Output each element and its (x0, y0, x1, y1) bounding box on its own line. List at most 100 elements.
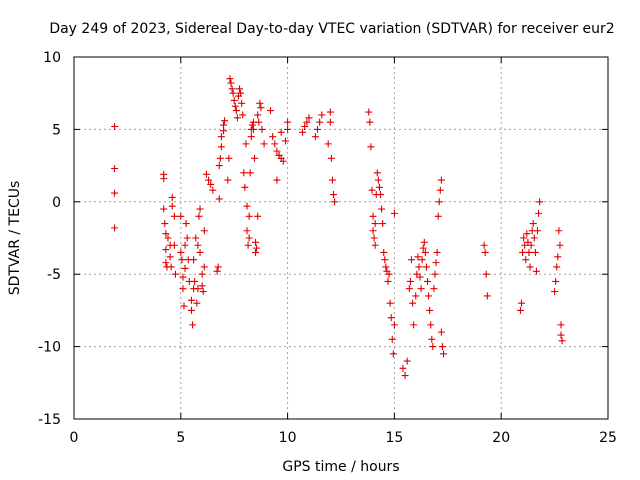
data-point (437, 176, 445, 184)
data-point (260, 140, 268, 148)
data-point (205, 176, 213, 184)
data-point (407, 256, 415, 264)
data-point (523, 230, 531, 238)
data-point (417, 285, 425, 293)
data-point (273, 147, 281, 155)
data-point (215, 162, 223, 170)
data-point (192, 234, 200, 242)
data-point (534, 227, 542, 235)
data-point (522, 256, 530, 264)
x-tick-label: 5 (176, 430, 185, 446)
data-point (226, 75, 234, 83)
data-point (232, 107, 240, 115)
data-point (318, 111, 326, 119)
y-tick-label: 10 (43, 50, 61, 66)
data-point (406, 277, 414, 285)
data-point (378, 205, 386, 213)
data-point (388, 335, 396, 343)
data-point (326, 108, 334, 116)
data-point (284, 118, 292, 126)
x-tick-label: 0 (70, 430, 79, 446)
data-point (432, 259, 440, 267)
data-point (250, 154, 258, 162)
data-point (170, 241, 178, 249)
data-point (194, 285, 202, 293)
data-point (198, 270, 206, 278)
data-point (551, 288, 559, 296)
data-point (275, 151, 283, 159)
data-point (254, 212, 262, 220)
data-point (371, 220, 379, 228)
data-point (213, 267, 221, 275)
data-point (526, 263, 534, 271)
data-point (229, 89, 237, 97)
data-point (160, 205, 168, 213)
data-point (284, 125, 292, 133)
data-point (216, 154, 224, 162)
data-point (416, 273, 424, 281)
data-point (217, 143, 225, 151)
data-point (433, 248, 441, 256)
data-point (161, 220, 169, 228)
data-point (438, 343, 446, 351)
data-point (384, 277, 392, 285)
data-points (111, 75, 566, 380)
data-point (377, 191, 385, 199)
data-point (252, 248, 260, 256)
data-point (177, 212, 185, 220)
data-point (520, 234, 528, 242)
data-point (413, 270, 421, 278)
data-point (519, 248, 527, 256)
data-point (375, 183, 383, 191)
y-tick-label: -10 (38, 340, 61, 356)
data-point (421, 248, 429, 256)
plot-frame (73, 56, 609, 420)
data-point (237, 89, 245, 97)
data-point (228, 85, 236, 93)
data-point (535, 209, 543, 217)
data-point (171, 270, 179, 278)
y-tick-label: 5 (52, 122, 61, 138)
data-point (236, 85, 244, 93)
data-point (426, 306, 434, 314)
data-point (305, 114, 313, 122)
data-point (483, 292, 491, 300)
data-point (111, 164, 119, 172)
chart-title: Day 249 of 2023, Sidereal Day-to-day VTE… (49, 21, 614, 37)
data-point (374, 176, 382, 184)
data-point (371, 241, 379, 249)
data-point (202, 170, 210, 178)
data-point (367, 143, 375, 151)
x-tick-label: 10 (279, 430, 297, 446)
data-point (558, 337, 566, 345)
data-point (525, 248, 533, 256)
data-point (267, 107, 275, 115)
data-point (425, 292, 433, 300)
data-point (424, 277, 432, 285)
data-point (242, 140, 250, 148)
data-point (437, 328, 445, 336)
data-point (480, 241, 488, 249)
data-point (328, 176, 336, 184)
data-point (379, 220, 387, 228)
data-point (440, 350, 448, 358)
data-point (179, 285, 187, 293)
data-point (373, 169, 381, 177)
data-point (246, 169, 254, 177)
data-point (281, 137, 289, 145)
data-point (245, 234, 253, 242)
data-point (554, 253, 562, 261)
data-point (279, 157, 287, 165)
data-point (182, 220, 190, 228)
data-point (527, 241, 535, 249)
data-point (435, 198, 443, 206)
data-point (482, 270, 490, 278)
data-point (524, 238, 532, 246)
data-point (271, 140, 279, 148)
x-axis-label: GPS time / hours (282, 459, 399, 475)
data-point (331, 198, 339, 206)
data-point (166, 253, 174, 261)
data-point (258, 125, 266, 133)
data-point (196, 205, 204, 213)
